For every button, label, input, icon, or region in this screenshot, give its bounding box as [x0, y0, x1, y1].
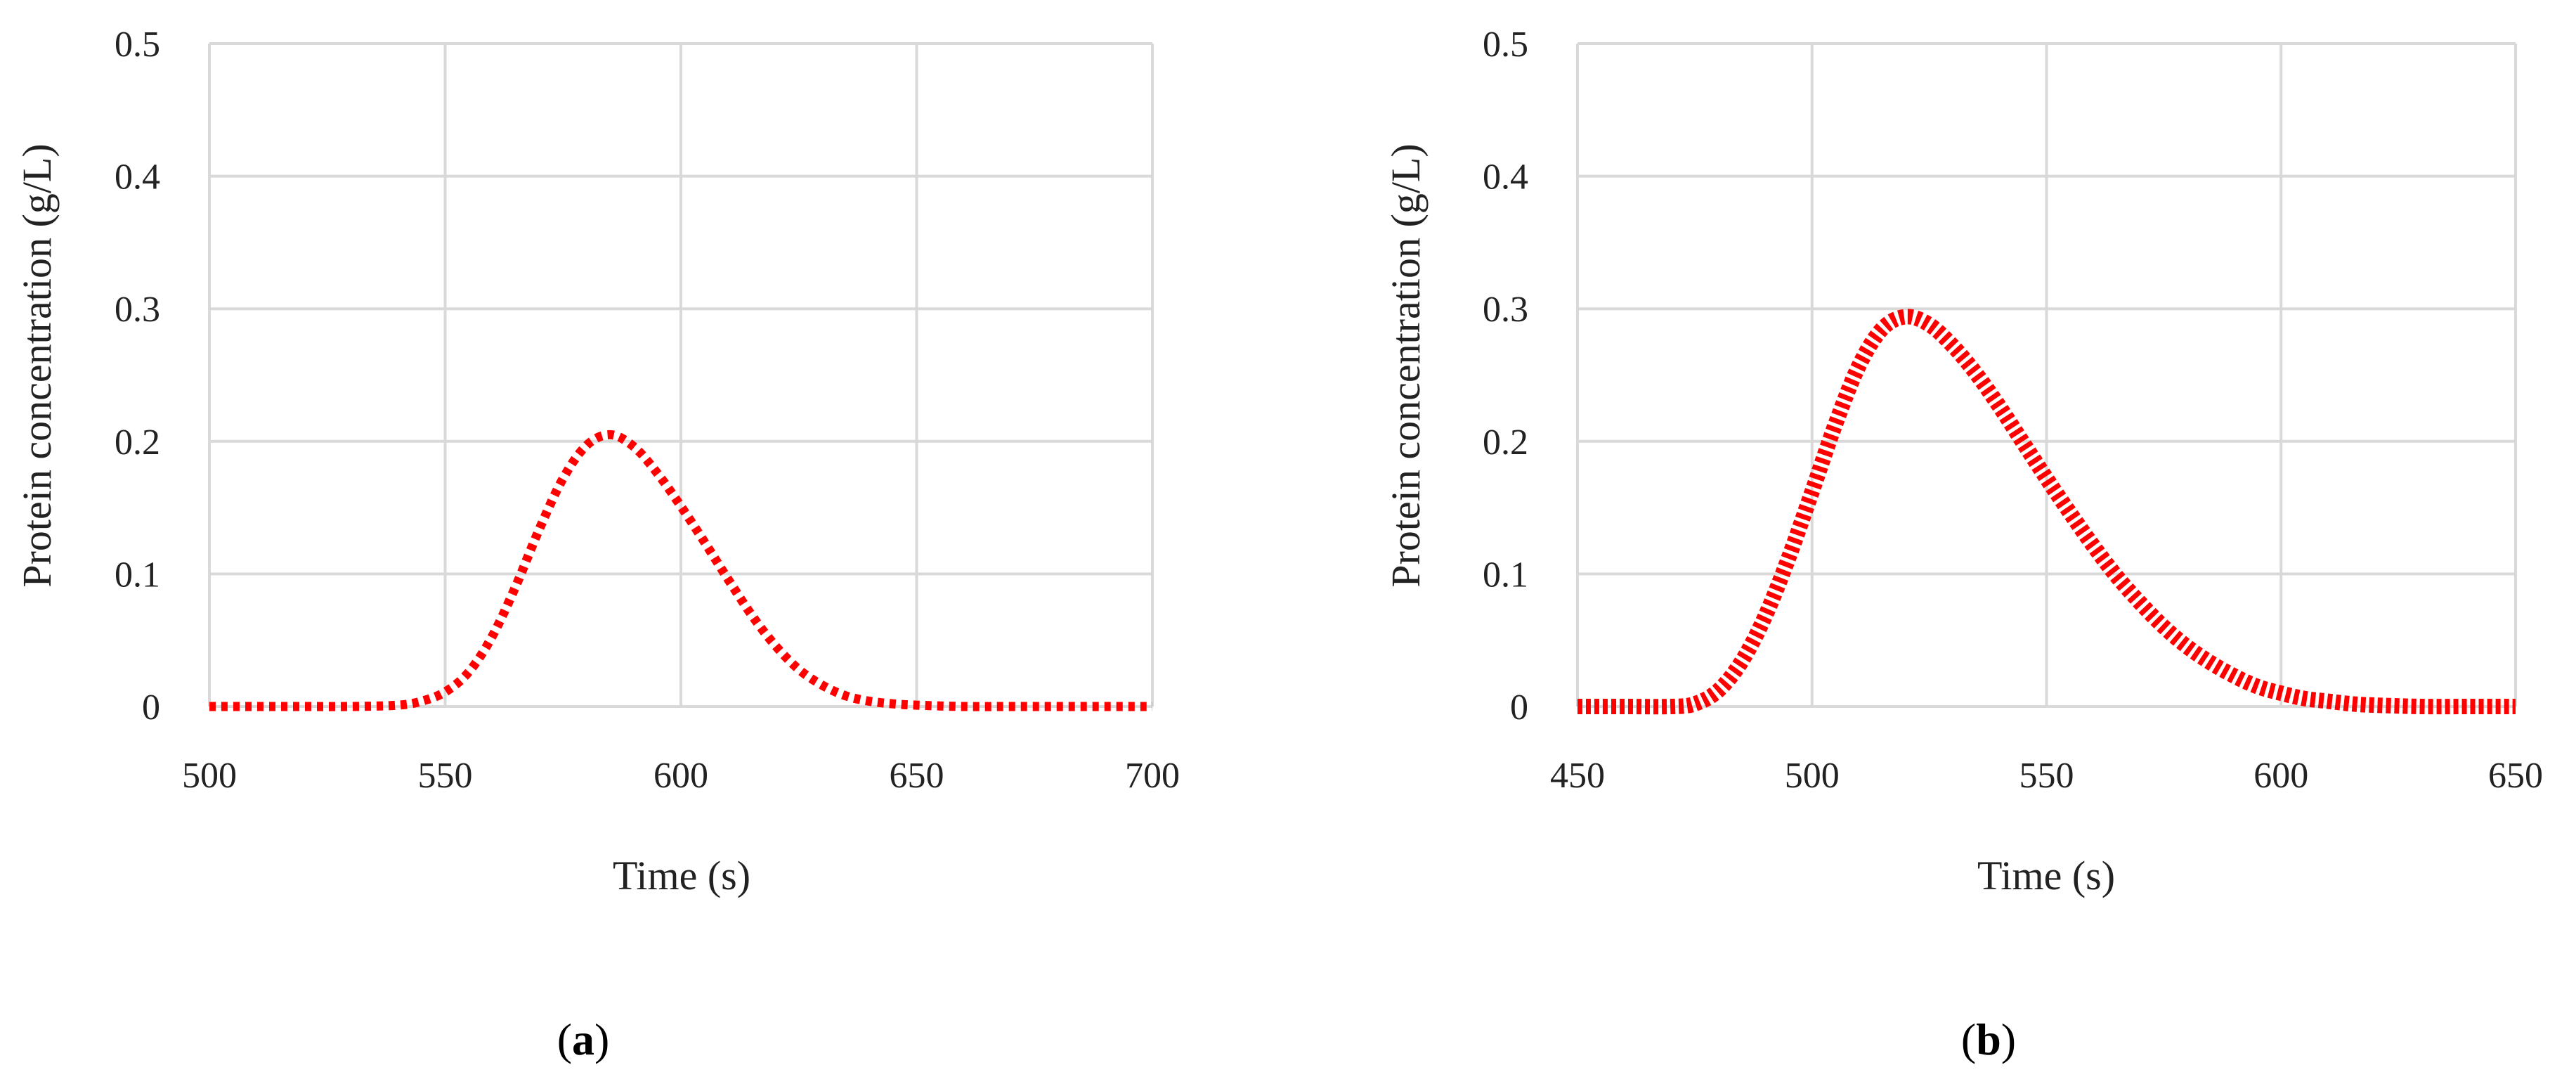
x-tick-label-a: 650 [890, 756, 944, 796]
y-tick-label-a: 0.1 [115, 555, 160, 595]
x-tick-label-a: 700 [1125, 756, 1180, 796]
y-axis-label-a: Protein concentration (g/L) [14, 143, 60, 587]
series-a [209, 430, 1152, 711]
x-tick-labels-b: 450 500 550 600 650 [1550, 756, 2543, 796]
y-tick-label-b: 0.1 [1483, 555, 1528, 595]
x-tick-label-a: 600 [653, 756, 708, 796]
gridlines-a [208, 42, 1154, 708]
panel-label-a: (a) [557, 1014, 610, 1064]
y-tick-label-b: 0 [1510, 688, 1528, 728]
x-axis-label-b: Time (s) [1977, 853, 2115, 898]
x-tick-label-b: 500 [1785, 756, 1840, 796]
chart-panel-a: 0 0.1 0.2 0.3 0.4 0.5 500 550 600 650 700 Time (s… [14, 25, 1180, 1064]
x-tick-label-b: 600 [2253, 756, 2308, 796]
y-tick-label-b: 0.2 [1483, 422, 1528, 463]
y-tick-label-a: 0 [142, 688, 160, 728]
y-tick-label-b: 0.4 [1483, 157, 1528, 198]
panel-label-b: (b) [1961, 1014, 2016, 1064]
series-line-a [209, 430, 1152, 711]
x-tick-label-a: 500 [182, 756, 237, 796]
x-axis-label-a: Time (s) [613, 853, 750, 898]
x-tick-label-b: 650 [2488, 756, 2543, 796]
y-tick-label-b: 0.5 [1483, 25, 1528, 65]
x-tick-label-b: 450 [1550, 756, 1605, 796]
y-tick-labels-b: 0 0.1 0.2 0.3 0.4 0.5 [1483, 25, 1528, 728]
y-axis-label-b: Protein concentration (g/L) [1383, 143, 1429, 587]
y-tick-label-a: 0.2 [115, 422, 160, 463]
y-tick-label-a: 0.3 [115, 290, 160, 330]
x-tick-label-a: 550 [418, 756, 473, 796]
y-tick-label-a: 0.5 [115, 25, 160, 65]
gridlines-b [1576, 42, 2517, 708]
x-tick-labels-a: 500 550 600 650 700 [182, 756, 1180, 796]
chart-panel-b: 0 0.1 0.2 0.3 0.4 0.5 450 500 550 600 650 Time (s… [1383, 25, 2543, 1064]
y-tick-label-a: 0.4 [115, 157, 160, 198]
y-tick-labels-a: 0 0.1 0.2 0.3 0.4 0.5 [115, 25, 160, 728]
y-tick-label-b: 0.3 [1483, 290, 1528, 330]
x-tick-label-b: 550 [2019, 756, 2074, 796]
